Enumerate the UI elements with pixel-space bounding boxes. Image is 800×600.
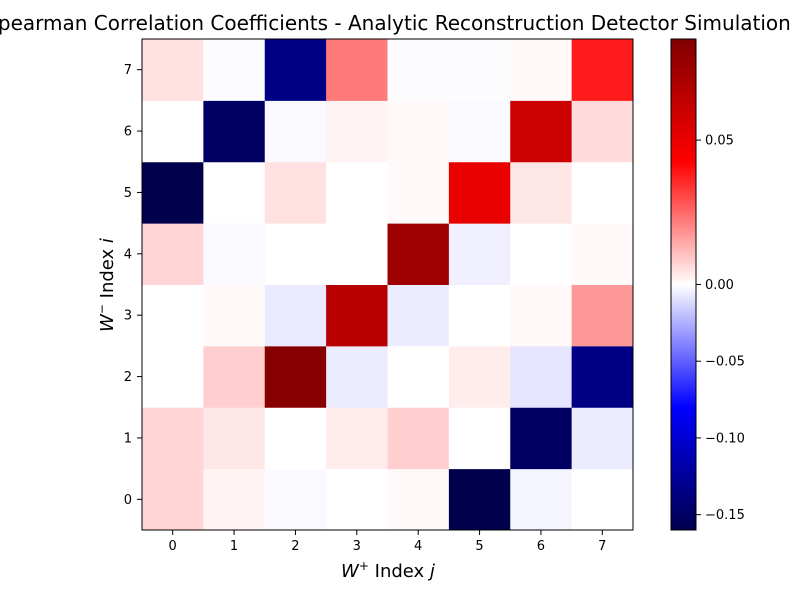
heatmap-cell-2-0 bbox=[142, 345, 204, 408]
x-tick-label: 0 bbox=[169, 539, 177, 554]
heatmap-cell-5-4 bbox=[387, 161, 450, 224]
heatmap-cell-4-5 bbox=[448, 223, 511, 285]
heatmap-cell-1-2 bbox=[264, 407, 327, 470]
heatmap-cell-4-2 bbox=[264, 223, 327, 285]
x-tick-label: 7 bbox=[598, 539, 606, 554]
heatmap-cell-3-0 bbox=[142, 284, 204, 347]
plot-frame bbox=[141, 38, 634, 531]
colorbar-tick-label: −0.15 bbox=[705, 508, 745, 523]
y-axis-label: W− Index i bbox=[95, 238, 118, 332]
heatmap-cell-7-6 bbox=[510, 39, 573, 101]
heatmap-cell-3-3 bbox=[326, 284, 388, 347]
heatmap-cell-6-5 bbox=[448, 100, 511, 163]
colorbar-tick-label: −0.05 bbox=[705, 355, 745, 370]
heatmap-cell-7-2 bbox=[264, 39, 327, 101]
heatmap-cell-0-3 bbox=[326, 468, 388, 531]
colorbar bbox=[670, 38, 697, 531]
heatmap-cell-6-6 bbox=[510, 100, 573, 163]
heatmap-cell-0-2 bbox=[264, 468, 327, 531]
heatmap-cell-3-7 bbox=[571, 284, 634, 347]
x-axis-label: W+ Index j bbox=[341, 559, 435, 582]
colorbar-tick-label: −0.10 bbox=[705, 431, 745, 446]
heatmap-cell-6-0 bbox=[142, 100, 204, 163]
heatmap-cell-6-7 bbox=[571, 100, 634, 163]
heatmap-cell-2-5 bbox=[448, 345, 511, 408]
heatmap-cell-5-2 bbox=[264, 161, 327, 224]
heatmap-cell-5-1 bbox=[203, 161, 266, 224]
x-tick-label: 1 bbox=[230, 539, 238, 554]
heatmap-cell-1-5 bbox=[448, 407, 511, 470]
heatmap-cell-0-1 bbox=[203, 468, 266, 531]
heatmap-cell-2-1 bbox=[203, 345, 266, 408]
heatmap-cell-0-5 bbox=[448, 468, 511, 531]
heatmap-cell-2-6 bbox=[510, 345, 573, 408]
heatmap-cell-6-2 bbox=[264, 100, 327, 163]
heatmap-cell-6-3 bbox=[326, 100, 388, 163]
heatmap-cell-5-7 bbox=[571, 161, 634, 224]
chart-title: Spearman Correlation Coefficients - Anal… bbox=[0, 11, 791, 35]
heatmap-cell-2-2 bbox=[264, 345, 327, 408]
heatmap-cell-1-1 bbox=[203, 407, 266, 470]
heatmap-cell-7-7 bbox=[571, 39, 634, 101]
heatmap-cell-3-1 bbox=[203, 284, 266, 347]
heatmap-cell-4-3 bbox=[326, 223, 388, 285]
heatmap-cell-1-4 bbox=[387, 407, 450, 470]
heatmap-cell-6-1 bbox=[203, 100, 266, 163]
x-tick-label: 2 bbox=[291, 539, 299, 554]
heatmap-cell-1-0 bbox=[142, 407, 204, 470]
heatmap-cell-6-4 bbox=[387, 100, 450, 163]
heatmap-cell-2-7 bbox=[571, 345, 634, 408]
heatmap-cell-3-2 bbox=[264, 284, 327, 347]
colorbar-tick-label: 0.05 bbox=[705, 134, 734, 149]
colorbar-tick-label: 0.00 bbox=[705, 278, 734, 293]
x-tick-label: 6 bbox=[537, 539, 545, 554]
heatmap-cell-0-4 bbox=[387, 468, 450, 531]
y-tick-label: 4 bbox=[124, 247, 132, 262]
heatmap-cell-4-0 bbox=[142, 223, 204, 285]
heatmap-cells bbox=[142, 39, 634, 531]
heatmap-cell-5-3 bbox=[326, 161, 388, 224]
y-tick-label: 6 bbox=[124, 125, 132, 140]
x-tick-label: 4 bbox=[414, 539, 422, 554]
heatmap-cell-1-7 bbox=[571, 407, 634, 470]
heatmap-cell-2-4 bbox=[387, 345, 450, 408]
heatmap-cell-1-3 bbox=[326, 407, 388, 470]
heatmap-cell-3-5 bbox=[448, 284, 511, 347]
heatmap-cell-1-6 bbox=[510, 407, 573, 470]
x-tick-label: 3 bbox=[353, 539, 361, 554]
y-axis-ticks: 0 1 2 3 4 5 6 7 bbox=[124, 63, 142, 508]
heatmap-cell-5-0 bbox=[142, 161, 204, 224]
x-tick-label: 5 bbox=[475, 539, 483, 554]
heatmap-cell-4-4 bbox=[387, 223, 450, 285]
heatmap-cell-4-7 bbox=[571, 223, 634, 285]
heatmap-cell-0-0 bbox=[142, 468, 204, 531]
heatmap-cell-3-4 bbox=[387, 284, 450, 347]
y-tick-label: 1 bbox=[124, 431, 132, 446]
heatmap-cell-5-5 bbox=[448, 161, 511, 224]
y-tick-label: 2 bbox=[124, 370, 132, 385]
heatmap-cell-2-3 bbox=[326, 345, 388, 408]
y-tick-label: 0 bbox=[124, 493, 132, 508]
heatmap-cell-4-1 bbox=[203, 223, 266, 285]
x-axis-ticks: 0 1 2 3 4 5 6 7 bbox=[169, 530, 606, 554]
heatmap-cell-7-0 bbox=[142, 39, 204, 101]
heatmap-cell-7-1 bbox=[203, 39, 266, 101]
heatmap-cell-0-7 bbox=[571, 468, 634, 531]
colorbar-ticks: 0.05 0.00 −0.05 −0.10 −0.15 bbox=[696, 134, 745, 523]
y-tick-label: 3 bbox=[124, 309, 132, 324]
heatmap-cell-0-6 bbox=[510, 468, 573, 531]
heatmap-cell-3-6 bbox=[510, 284, 573, 347]
y-tick-label: 5 bbox=[124, 186, 132, 201]
heatmap-cell-7-3 bbox=[326, 39, 388, 101]
heatmap-cell-4-6 bbox=[510, 223, 573, 285]
heatmap-cell-5-6 bbox=[510, 161, 573, 224]
heatmap-cell-7-4 bbox=[387, 39, 450, 101]
heatmap-cell-7-5 bbox=[448, 39, 511, 101]
y-tick-label: 7 bbox=[124, 63, 132, 78]
